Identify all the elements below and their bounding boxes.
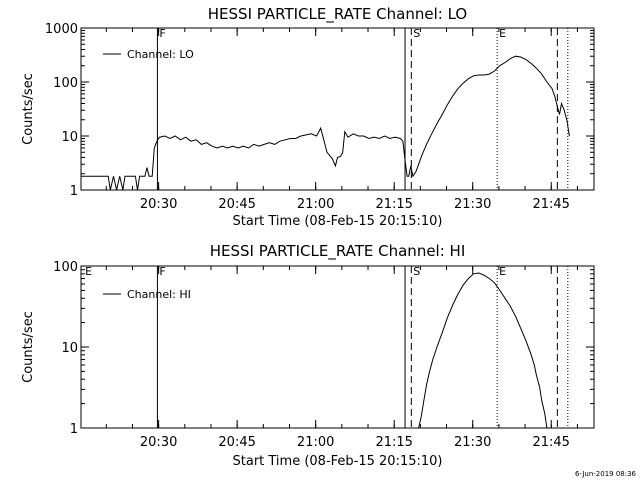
chart-panel-2: HESSI PARTICLE_RATE Channel: HI 1 10 100 Cou… xyxy=(21,242,595,469)
marker-label: S xyxy=(413,27,420,40)
x-tick-label: 20:45 xyxy=(218,435,255,450)
x-tick-label: 21:45 xyxy=(532,197,569,212)
plot-frame xyxy=(80,27,595,191)
chart-title: HESSI PARTICLE_RATE Channel: LO xyxy=(208,5,467,24)
y-tick-label: 10 xyxy=(61,341,78,356)
x-tick-label: 20:30 xyxy=(140,435,177,450)
legend-label: Channel: HI xyxy=(127,288,191,301)
y-axis-label: Counts/sec xyxy=(21,73,36,145)
y-tick-label: 1000 xyxy=(45,22,78,37)
marker-label: S xyxy=(413,265,420,278)
marker-label: F xyxy=(159,265,165,278)
x-tick-label: 20:30 xyxy=(140,197,177,212)
marker-label: E xyxy=(85,265,92,278)
chart-panel-1: HESSI PARTICLE_RATE Channel: LO 1 10 100 100… xyxy=(21,5,595,229)
footer-timestamp: 6-Jun-2019 08:36 xyxy=(575,470,637,478)
x-tick-label: 21:00 xyxy=(297,435,334,450)
x-tick-label: 21:15 xyxy=(375,197,412,212)
x-tick-label: 21:15 xyxy=(375,435,412,450)
y-tick-label: 1 xyxy=(70,422,78,437)
y-tick-label: 100 xyxy=(53,76,78,91)
series-line xyxy=(81,55,570,191)
legend-label: Channel: LO xyxy=(127,48,194,61)
y-axis-label: Counts/sec xyxy=(21,311,36,383)
marker-label: E xyxy=(499,265,506,278)
y-tick-label: 1 xyxy=(70,184,78,199)
x-axis-label: Start Time (08-Feb-15 20:15:10) xyxy=(233,214,443,229)
marker-label: E xyxy=(499,27,506,40)
x-tick-label: 20:45 xyxy=(218,197,255,212)
series-line xyxy=(418,272,548,429)
chart-title: HESSI PARTICLE_RATE Channel: HI xyxy=(210,242,466,261)
marker-label: F xyxy=(159,27,165,40)
y-tick-label: 100 xyxy=(53,260,78,275)
y-tick-label: 10 xyxy=(61,130,78,145)
x-tick-label: 21:30 xyxy=(454,197,491,212)
x-tick-label: 21:00 xyxy=(297,197,334,212)
x-tick-label: 21:45 xyxy=(532,435,569,450)
x-axis-label: Start Time (08-Feb-15 20:15:10) xyxy=(233,454,443,469)
x-tick-label: 21:30 xyxy=(454,435,491,450)
